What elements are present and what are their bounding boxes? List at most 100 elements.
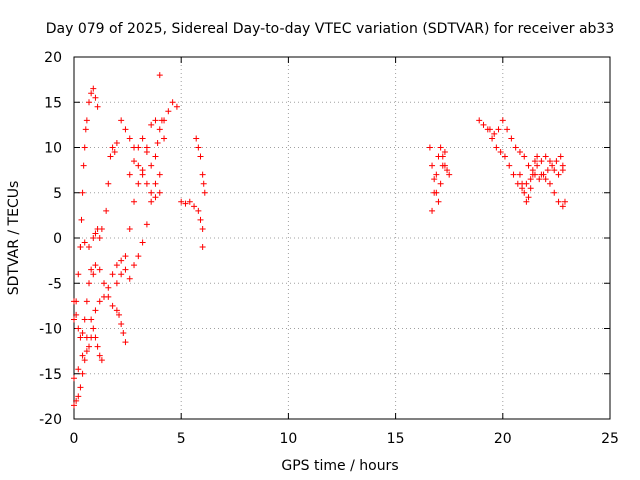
data-point-marker: [113, 280, 120, 287]
series-track-e: [77, 117, 163, 251]
y-tick-label: 20: [44, 50, 62, 66]
data-point-marker: [512, 144, 519, 151]
data-point-marker: [555, 171, 562, 178]
data-point-marker: [126, 275, 133, 282]
data-point-marker: [152, 153, 159, 160]
data-point-marker: [165, 108, 172, 115]
data-point-marker: [516, 171, 523, 178]
data-point-marker: [126, 171, 133, 178]
data-point-marker: [94, 103, 101, 110]
series-track-c: [71, 171, 163, 382]
data-point-marker: [152, 180, 159, 187]
data-point-marker: [75, 393, 82, 400]
data-point-marker: [92, 230, 99, 237]
data-point-marker: [489, 135, 496, 142]
data-point-marker: [73, 311, 80, 318]
data-points: [71, 72, 568, 409]
data-point-marker: [96, 266, 103, 273]
data-point-marker: [433, 189, 440, 196]
data-point-marker: [510, 171, 517, 178]
data-point-marker: [476, 117, 483, 124]
data-point-marker: [542, 176, 549, 183]
data-point-marker: [486, 126, 493, 133]
chart-title: Day 079 of 2025, Sidereal Day-to-day VTE…: [46, 21, 615, 37]
data-point-marker: [73, 397, 80, 404]
data-point-marker: [143, 149, 150, 156]
data-point-marker: [90, 85, 97, 92]
data-point-marker: [439, 153, 446, 160]
data-point-marker: [92, 334, 99, 341]
data-point-marker: [122, 126, 129, 133]
data-point-marker: [71, 316, 77, 323]
series-track-f: [113, 99, 180, 287]
data-point-marker: [169, 99, 176, 106]
data-point-marker: [83, 334, 90, 341]
data-point-marker: [538, 171, 545, 178]
data-point-marker: [101, 293, 108, 300]
grid-lines: [74, 57, 610, 419]
x-axis-label: GPS time / hours: [281, 458, 398, 474]
data-point-marker: [77, 244, 84, 251]
data-point-marker: [435, 198, 442, 205]
data-point-marker: [148, 121, 155, 128]
data-point-marker: [135, 253, 142, 260]
data-point-marker: [96, 352, 103, 359]
data-point-marker: [158, 117, 165, 124]
data-point-marker: [79, 370, 86, 377]
data-point-marker: [148, 198, 155, 205]
data-point-marker: [80, 162, 87, 169]
y-tick-label: -15: [39, 367, 62, 383]
data-point-marker: [200, 180, 207, 187]
data-point-marker: [109, 271, 116, 278]
data-point-marker: [122, 253, 129, 260]
data-point-marker: [98, 357, 105, 364]
data-point-marker: [88, 316, 95, 323]
data-point-marker: [431, 176, 438, 183]
data-point-marker: [521, 189, 528, 196]
data-point-marker: [525, 162, 532, 169]
data-point-marker: [546, 158, 553, 165]
data-point-marker: [199, 171, 206, 178]
data-point-marker: [197, 153, 204, 160]
data-point-marker: [94, 343, 101, 350]
data-point-marker: [109, 144, 116, 151]
data-point-marker: [501, 153, 508, 160]
data-point-marker: [105, 180, 112, 187]
series-track-b: [71, 325, 105, 409]
data-point-marker: [118, 117, 125, 124]
data-point-marker: [559, 167, 566, 174]
data-point-marker: [96, 235, 103, 241]
series-track-g: [126, 72, 168, 178]
x-tick-label: 0: [70, 431, 79, 447]
data-point-marker: [131, 198, 138, 205]
data-point-marker: [156, 126, 163, 133]
data-point-marker: [523, 198, 530, 205]
data-point-marker: [193, 135, 200, 142]
data-point-marker: [126, 135, 133, 142]
data-point-marker: [504, 126, 511, 133]
data-point-marker: [551, 167, 558, 174]
data-point-marker: [83, 117, 90, 124]
x-tick-label: 15: [387, 431, 405, 447]
data-point-marker: [143, 180, 150, 187]
data-point-marker: [156, 72, 163, 79]
data-point-marker: [521, 153, 528, 160]
data-point-marker: [557, 153, 564, 160]
data-point-marker: [131, 262, 138, 269]
y-tick-label: 0: [53, 231, 62, 247]
y-tick-label: 15: [44, 95, 62, 111]
data-point-marker: [156, 171, 163, 178]
data-point-marker: [71, 375, 77, 382]
y-tick-label: -20: [39, 412, 62, 428]
data-point-marker: [118, 320, 125, 327]
data-point-marker: [561, 198, 568, 205]
data-point-marker: [109, 302, 116, 309]
data-point-marker: [534, 153, 541, 160]
data-point-marker: [546, 180, 553, 187]
data-point-marker: [527, 185, 534, 192]
series-track-m: [486, 117, 568, 210]
data-point-marker: [551, 189, 558, 196]
data-point-marker: [98, 225, 105, 232]
data-point-marker: [82, 126, 89, 133]
data-point-marker: [83, 348, 90, 355]
